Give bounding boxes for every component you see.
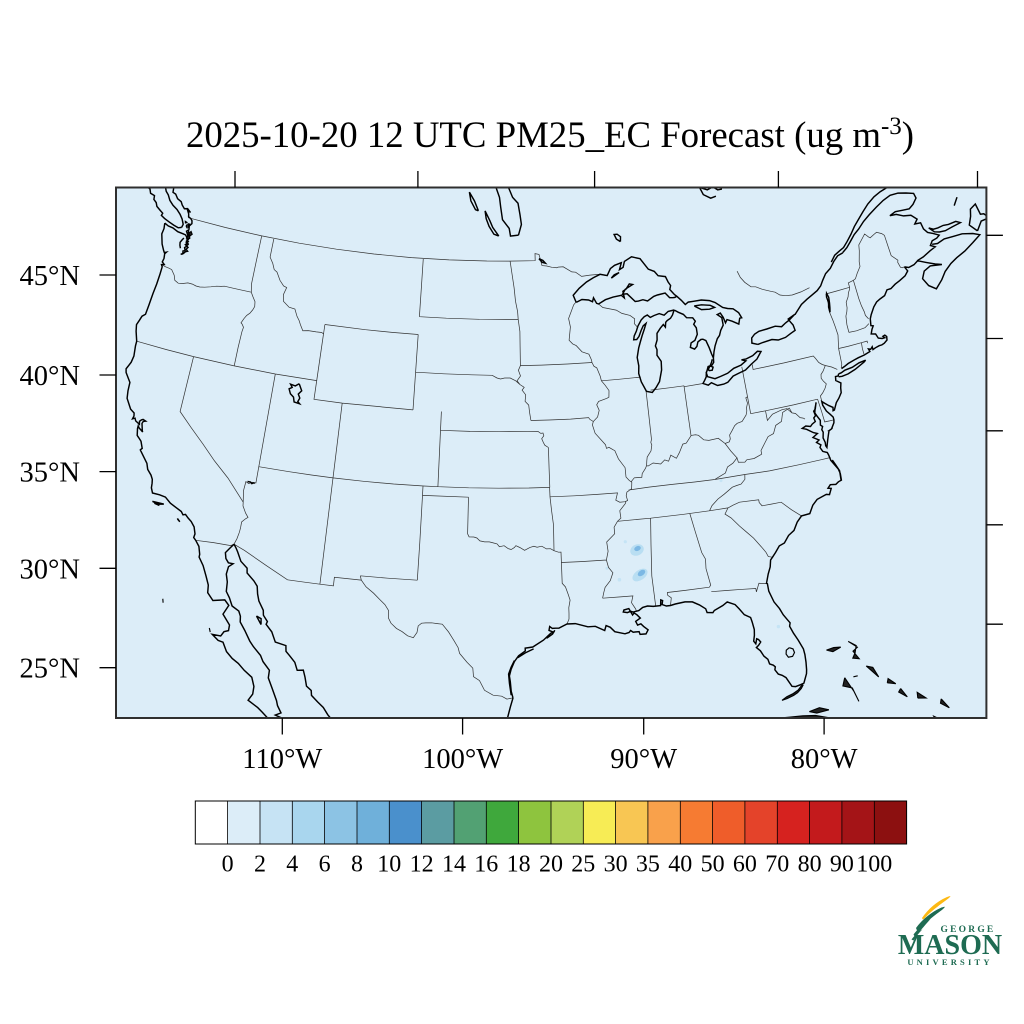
- svg-text:25: 25: [571, 852, 595, 878]
- svg-text:2: 2: [254, 852, 266, 878]
- svg-text:70: 70: [765, 852, 789, 878]
- svg-text:40°N: 40°N: [20, 361, 80, 392]
- svg-text:80°W: 80°W: [791, 744, 858, 775]
- svg-text:35°N: 35°N: [20, 458, 80, 489]
- svg-text:50: 50: [701, 852, 725, 878]
- svg-text:2025-10-20 12 UTC PM25_EC Fore: 2025-10-20 12 UTC PM25_EC Forecast (ug m…: [186, 113, 914, 155]
- svg-text:GEORGE: GEORGE: [941, 925, 996, 935]
- svg-text:100°W: 100°W: [422, 744, 503, 775]
- svg-text:8: 8: [351, 852, 363, 878]
- svg-text:90: 90: [830, 852, 854, 878]
- svg-text:30°N: 30°N: [20, 554, 80, 585]
- svg-text:4: 4: [286, 852, 298, 878]
- svg-text:6: 6: [319, 852, 331, 878]
- svg-text:16: 16: [474, 852, 498, 878]
- svg-text:30: 30: [604, 852, 628, 878]
- svg-text:20: 20: [539, 852, 563, 878]
- svg-text:25°N: 25°N: [20, 654, 80, 685]
- svg-text:45°N: 45°N: [20, 261, 80, 292]
- svg-text:90°W: 90°W: [610, 744, 677, 775]
- svg-text:80: 80: [798, 852, 822, 878]
- svg-text:MASON: MASON: [898, 930, 1002, 961]
- svg-text:35: 35: [636, 852, 660, 878]
- svg-text:40: 40: [668, 852, 692, 878]
- svg-text:60: 60: [733, 852, 757, 878]
- svg-text:100: 100: [856, 852, 892, 878]
- svg-text:12: 12: [410, 852, 434, 878]
- svg-text:UNIVERSITY: UNIVERSITY: [907, 957, 992, 967]
- svg-text:10: 10: [377, 852, 401, 878]
- svg-text:110°W: 110°W: [242, 744, 322, 775]
- svg-text:14: 14: [442, 852, 466, 878]
- svg-text:0: 0: [222, 852, 234, 878]
- svg-text:18: 18: [507, 852, 531, 878]
